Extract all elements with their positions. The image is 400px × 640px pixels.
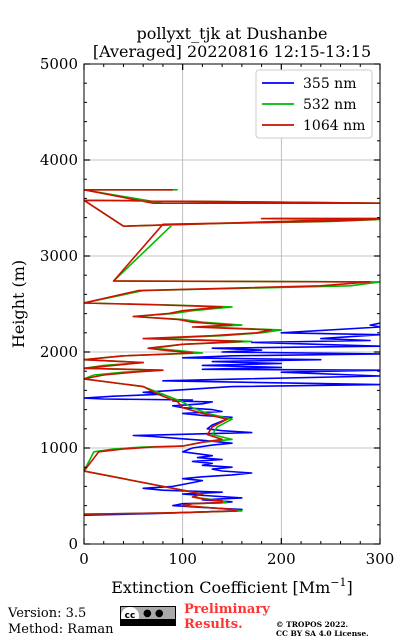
y-tick-label: 1000 [40, 439, 78, 457]
preliminary-notice: Preliminary Results. [184, 602, 270, 632]
series-line-1064-nm [84, 189, 380, 515]
version-text: Version: 3.5 [8, 606, 87, 621]
copyright-line1: © TROPOS 2022. [276, 620, 349, 629]
cc-by-sa-icon: ● ● [143, 608, 164, 619]
x-axis-label-exponent: −1 [330, 576, 346, 589]
legend: 355 nm 532 nm 1064 nm [255, 69, 373, 139]
legend-label: 355 nm [303, 76, 356, 92]
copyright-line2: CC BY SA 4.0 License. [276, 629, 369, 638]
y-tick-label: 3000 [40, 247, 78, 265]
legend-label: 1064 nm [303, 118, 365, 134]
copyright-notice: © TROPOS 2022. CC BY SA 4.0 License. [276, 620, 369, 638]
legend-box [255, 69, 373, 139]
preliminary-line1: Preliminary [184, 602, 270, 617]
preliminary-line2: Results. [184, 617, 243, 632]
series-line-355-nm [84, 322, 380, 516]
x-axis-label-tail: ] [347, 578, 353, 597]
x-tick-label: 300 [366, 550, 395, 568]
chart-title-line2: [Averaged] 20220816 12:15-13:15 [93, 42, 371, 61]
cc-license-badge: cc ● ● [120, 606, 176, 626]
series-layer [84, 189, 380, 516]
legend-label: 532 nm [303, 97, 356, 113]
x-tick-label: 100 [168, 550, 197, 568]
y-axis-label: Height (m) [9, 260, 28, 348]
y-tick-label: 5000 [40, 55, 78, 73]
x-tick-label: 0 [79, 550, 89, 568]
y-tick-label: 4000 [40, 151, 78, 169]
x-tick-label: 200 [267, 550, 296, 568]
footer-info: Version: 3.5 Method: Raman [8, 606, 114, 638]
y-tick-label: 0 [68, 535, 78, 553]
chart-title-line1: pollyxt_tjk at Dushanbe [136, 24, 327, 43]
x-axis-label: Extinction Coefficient [Mm−1] [111, 576, 353, 597]
cc-badge-strip [121, 619, 175, 625]
y-tick-label: 2000 [40, 343, 78, 361]
method-text: Method: Raman [8, 622, 114, 637]
x-axis-label-main: Extinction Coefficient [Mm [111, 578, 330, 597]
plot-frame [83, 63, 381, 545]
